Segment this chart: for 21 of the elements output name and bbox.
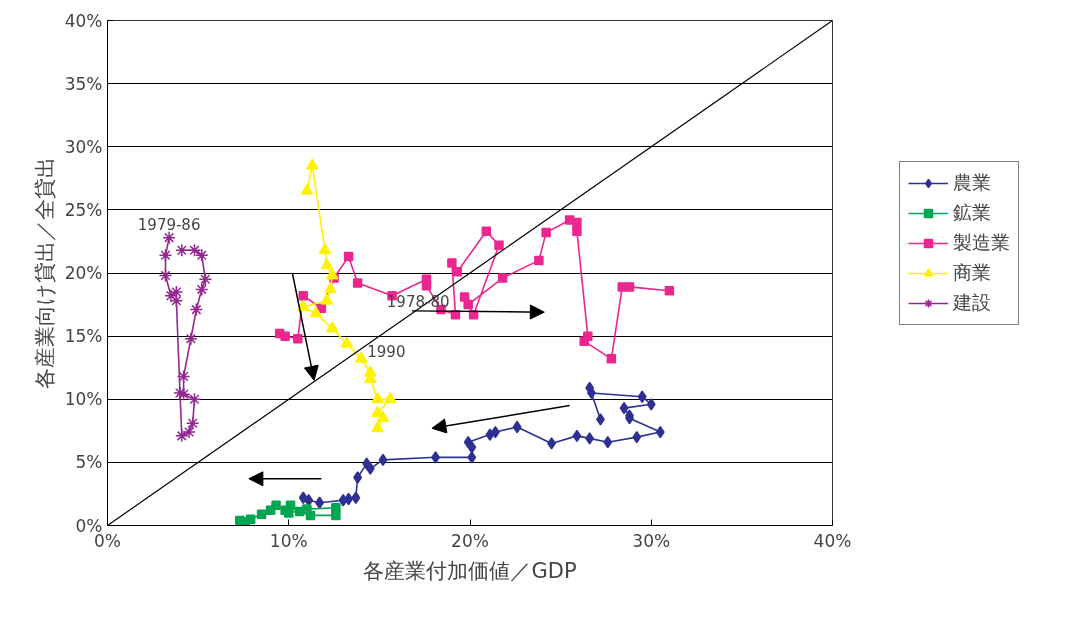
legend-label: 農業	[953, 170, 991, 195]
annotation: 1979-86	[137, 215, 201, 234]
y-axis-title: 各産業向け貸出／全貸出	[32, 157, 57, 389]
y-tick-label: 40%	[64, 10, 103, 31]
y-tick-label: 35%	[64, 73, 103, 94]
y-tick-label: 5%	[75, 452, 103, 473]
y-tick-label: 30%	[64, 136, 103, 157]
legend-label: 製造業	[953, 230, 1010, 255]
legend-label: 鉱業	[953, 200, 991, 225]
y-tick-label: 10%	[64, 389, 103, 410]
annotation: 1990	[367, 342, 406, 361]
y-tick-label: 20%	[64, 263, 103, 283]
y-tick-label: 15%	[64, 326, 103, 347]
x-tick-label: 40%	[813, 530, 852, 551]
legend-label: 建設	[953, 290, 991, 315]
x-tick-label: 20%	[451, 530, 489, 551]
x-tick-label: 10%	[269, 530, 308, 551]
x-axis-title: 各産業付加価値／GDP	[363, 558, 577, 583]
legend-label: 商業	[953, 260, 991, 285]
x-tick-label: 30%	[632, 530, 671, 551]
y-tick-label: 25%	[64, 199, 103, 220]
